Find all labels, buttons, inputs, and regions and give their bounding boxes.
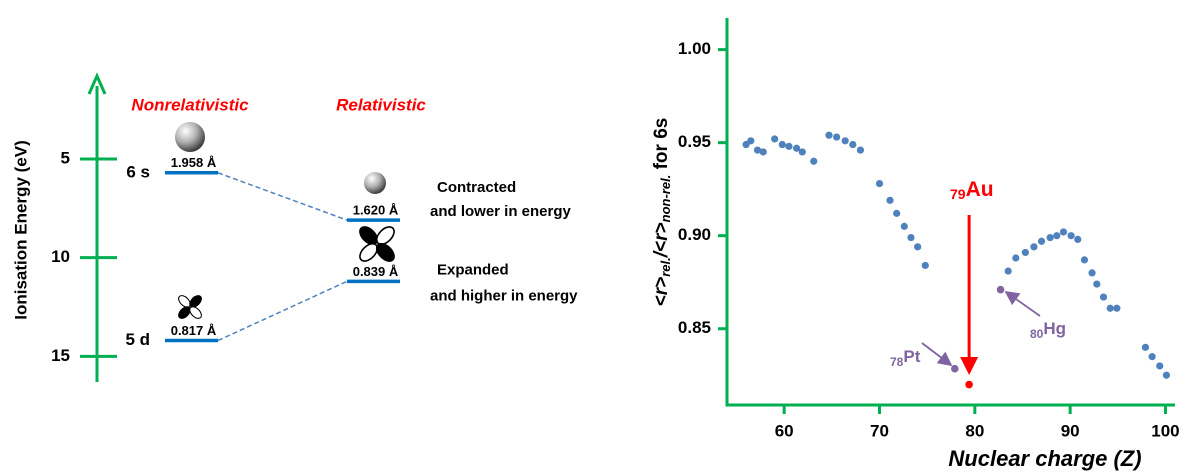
element-symbol: Pt [903,347,920,366]
data-point [907,234,914,241]
data-point [779,141,786,148]
data-point [1074,236,1081,243]
data-point [1093,280,1100,287]
y-tick-label: 0.90 [678,225,711,244]
radius-label: 0.817 Å [171,323,217,338]
s-orbital-icon [175,122,205,152]
x-tick-label: 70 [870,421,889,440]
level-connector [218,281,347,340]
data-point [1163,372,1170,379]
data-point [1107,305,1114,312]
element-symbol: Hg [1043,319,1066,338]
y-axis-label: Ionisation Energy (eV) [11,140,30,319]
data-point [1068,232,1075,239]
data-point [747,137,754,144]
level-connector [218,173,347,220]
highlight-point [997,286,1005,294]
data-point [825,132,832,139]
y-axis-label-part: /<r> [651,222,672,258]
data-point [886,197,893,204]
level-note: Contracted [437,179,516,196]
element-label: 80Hg [1030,319,1066,341]
x-tick-label: 80 [965,421,984,440]
data-point [799,148,806,155]
element-symbol: Au [966,178,994,201]
y-axis-label: <r>rel./<r>non-rel. for 6s [651,118,673,307]
data-point [901,223,908,230]
data-point [1060,228,1067,235]
data-point [1053,232,1060,239]
radius-label: 0.839 Å [353,264,399,279]
data-point [857,147,864,154]
x-tick-label: 90 [1061,421,1080,440]
y-tick-label: 10 [51,247,70,266]
data-point [833,133,840,140]
column-heading: Relativistic [336,95,426,114]
data-point [771,135,778,142]
orbital-label: 6 s [126,162,150,181]
data-point [876,180,883,187]
element-label: 78Pt [890,347,921,369]
d-orbital-icon [176,293,203,320]
x-axis-label: Nuclear charge (Z) [948,446,1141,471]
data-point [1022,249,1029,256]
y-axis-label-part: for 6s [651,118,672,175]
data-point [922,262,929,269]
level-note: and lower in energy [430,203,572,220]
highlight-point [965,381,973,389]
orbital-label: 5 d [125,330,150,349]
data-point [1005,267,1012,274]
data-point [810,158,817,165]
y-tick-label: 0.85 [678,318,711,337]
y-tick-label: 1.00 [678,39,711,58]
x-tick-label: 100 [1151,421,1179,440]
annotation-arrow [922,343,951,365]
data-point [1081,256,1088,263]
data-point [1100,293,1107,300]
data-point [1088,269,1095,276]
data-point [760,148,767,155]
radius-label: 1.958 Å [171,155,217,170]
data-point [842,137,849,144]
data-point [785,143,792,150]
data-point [1156,362,1163,369]
y-axis-label-part: non-rel. [658,175,673,223]
data-point [1038,238,1045,245]
data-point [1030,243,1037,250]
figure: 5 10 15 Ionisation Energy (eV) Nonrelativist… [0,0,1190,474]
level-note: Expanded [437,261,509,278]
data-point [849,141,856,148]
level-note: and higher in energy [430,287,578,304]
element-label: 79Au [950,178,994,202]
data-point [893,210,900,217]
data-point [1047,234,1054,241]
column-heading: Nonrelativistic [131,95,249,114]
data-point [1113,305,1120,312]
y-tick-label: 5 [61,148,70,167]
annotation-arrow [1006,292,1040,316]
atomic-number: 80 [1030,327,1044,341]
x-tick-label: 60 [775,421,794,440]
atomic-number: 79 [950,186,966,202]
s-orbital-icon [364,172,386,194]
radius-label: 1.620 Å [353,203,399,218]
data-point [1012,254,1019,261]
atomic-number: 78 [890,355,904,369]
data-point [1142,344,1149,351]
y-tick-label: 15 [51,346,70,365]
highlight-point [951,365,959,373]
y-tick-label: 0.95 [678,132,711,151]
data-point [914,243,921,250]
y-axis-label-part: rel. [658,257,673,277]
d-orbital-icon [357,224,398,265]
y-axis-label-part: <r> [651,277,672,307]
data-point [1149,353,1156,360]
